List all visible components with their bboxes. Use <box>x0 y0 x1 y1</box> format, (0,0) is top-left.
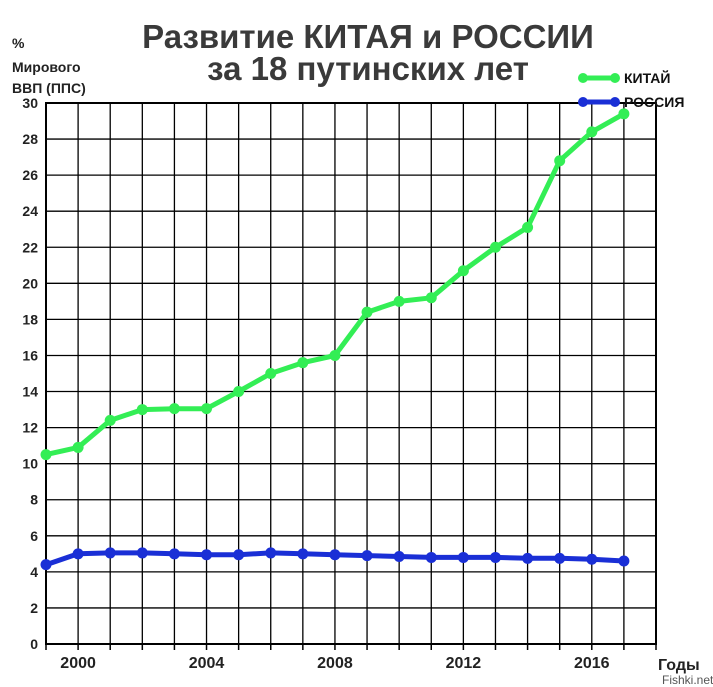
data-point <box>457 265 469 277</box>
data-point <box>618 108 630 120</box>
data-point <box>586 553 598 565</box>
x-axis-label: Годы <box>658 657 700 674</box>
y-axis-label-line2: Мирового <box>12 59 81 75</box>
data-point <box>168 403 180 415</box>
data-point <box>489 241 501 253</box>
y-tick-label: 26 <box>22 167 38 183</box>
y-axis-label-line1: % <box>12 35 25 51</box>
y-tick-label: 4 <box>30 564 38 580</box>
x-tick-label: 2012 <box>446 655 482 672</box>
data-point <box>554 552 566 564</box>
legend: КИТАЙ РОССИЯ <box>578 69 684 110</box>
x-tick-label: 2016 <box>574 655 610 672</box>
y-tick-label: 0 <box>30 636 38 652</box>
chart-title-line1: Развитие КИТАЯ и РОССИИ <box>142 18 594 55</box>
data-point <box>361 306 373 318</box>
legend-item: КИТАЙ <box>578 69 670 86</box>
data-point <box>233 386 245 398</box>
y-tick-label: 8 <box>30 492 38 508</box>
data-point <box>329 349 341 361</box>
data-point <box>586 126 598 138</box>
legend-marker <box>610 73 620 83</box>
legend-label: КИТАЙ <box>624 69 670 86</box>
x-tick-label: 2008 <box>317 655 353 672</box>
x-tick-label: 2000 <box>60 655 96 672</box>
data-point <box>457 551 469 563</box>
data-point <box>618 555 630 567</box>
data-point <box>522 221 534 233</box>
data-point <box>393 295 405 307</box>
legend-label: РОССИЯ <box>624 94 684 110</box>
data-point <box>297 357 309 369</box>
y-tick-label: 6 <box>30 528 38 544</box>
grid <box>45 102 657 645</box>
data-point <box>265 547 277 559</box>
data-point <box>40 559 52 571</box>
series-china <box>40 108 630 461</box>
y-tick-label: 12 <box>22 420 38 436</box>
data-point <box>72 441 84 453</box>
data-point <box>201 549 213 561</box>
y-tick-label: 22 <box>22 239 38 255</box>
axes <box>45 102 657 650</box>
plot-frame <box>45 102 657 645</box>
y-tick-label: 16 <box>22 347 38 363</box>
data-point <box>104 414 116 426</box>
data-point <box>233 549 245 561</box>
data-point <box>329 549 341 561</box>
y-tick-label: 18 <box>22 311 38 327</box>
y-tick-label: 14 <box>22 384 38 400</box>
series-russia <box>40 547 630 571</box>
data-point <box>425 292 437 304</box>
data-point <box>265 368 277 379</box>
data-point <box>168 548 180 560</box>
legend-marker <box>578 97 588 107</box>
data-point <box>104 547 116 559</box>
watermark: Fishki.net <box>662 673 713 687</box>
x-tick-label: 2004 <box>189 655 225 672</box>
series <box>40 108 630 571</box>
legend-marker <box>610 97 620 107</box>
data-point <box>297 548 309 560</box>
legend-marker <box>578 73 588 83</box>
data-point <box>136 404 148 416</box>
y-tick-label: 20 <box>22 275 38 291</box>
chart-title-line2: за 18 путинских лет <box>207 50 529 87</box>
y-tick-label: 24 <box>22 203 38 219</box>
data-point <box>425 551 437 563</box>
x-tick-labels: 2000 2004 2008 2012 2016 <box>60 655 609 672</box>
data-point <box>136 547 148 559</box>
y-tick-label: 28 <box>22 131 38 147</box>
y-tick-label: 2 <box>30 600 38 616</box>
data-point <box>554 155 566 167</box>
data-point <box>40 449 52 461</box>
y-axis-label-line3: ВВП (ППС) <box>12 80 86 96</box>
data-point <box>489 551 501 563</box>
data-point <box>72 548 84 560</box>
data-point <box>522 552 534 564</box>
y-tick-label: 30 <box>22 95 38 111</box>
data-point <box>201 403 213 415</box>
y-tick-label: 10 <box>22 456 38 472</box>
data-point <box>393 551 405 563</box>
legend-item: РОССИЯ <box>578 94 684 110</box>
data-point <box>361 550 373 562</box>
